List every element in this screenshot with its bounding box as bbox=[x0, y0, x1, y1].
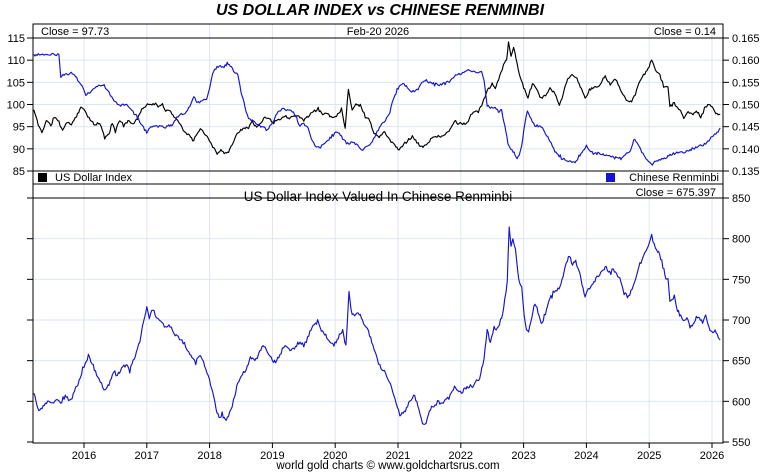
left-axis-tick-label: 85 bbox=[13, 166, 25, 178]
right-axis-tick-label: 800 bbox=[732, 234, 750, 246]
footer-credit: world gold charts © www.goldchartsrus.co… bbox=[275, 460, 499, 472]
x-axis-year-label: 2022 bbox=[449, 450, 473, 462]
left-axis-tick-label: 100 bbox=[7, 100, 25, 112]
x-axis-year-label: 2016 bbox=[72, 450, 96, 462]
x-axis-year-label: 2017 bbox=[135, 450, 159, 462]
series-layer bbox=[33, 41, 721, 425]
x-axis-year-label: 2020 bbox=[323, 450, 347, 462]
right-axis-tick-label: 0.135 bbox=[732, 166, 760, 178]
right-axis-tick-label: 850 bbox=[732, 193, 750, 205]
chart-title: US DOLLAR INDEX vs CHINESE RENMINBI bbox=[216, 2, 545, 19]
left-axis-tick-label: 105 bbox=[7, 77, 25, 89]
left-axis-tick-label: 90 bbox=[13, 144, 25, 156]
usd-index-legend-label: US Dollar Index bbox=[55, 172, 133, 184]
x-axis-year-label: 2023 bbox=[511, 450, 535, 462]
renminbi-close-label: Close = 0.14 bbox=[654, 26, 716, 38]
left-axis-tick-label: 95 bbox=[13, 122, 25, 134]
right-axis-tick-label: 700 bbox=[732, 315, 750, 327]
x-axis-year-label: 2019 bbox=[260, 450, 284, 462]
bottom-panel-title: US Dollar Index Valued In Chinese Renmin… bbox=[244, 189, 512, 204]
axis-labels-layer: 115 110 105 100 95 90 85 0.165 0.160 0.155 0.150 0.… bbox=[7, 33, 760, 462]
right-axis-tick-label: 650 bbox=[732, 356, 750, 368]
right-axis-tick-label: 0.155 bbox=[732, 77, 760, 89]
usd-index-legend-swatch bbox=[38, 173, 47, 182]
left-axis-tick-label: 115 bbox=[7, 33, 25, 45]
right-axis-tick-label: 0.145 bbox=[732, 122, 760, 134]
right-axis-tick-label: 550 bbox=[732, 437, 750, 449]
x-axis-year-label: 2026 bbox=[700, 450, 724, 462]
renminbi-legend-swatch bbox=[606, 173, 615, 182]
right-axis-tick-label: 600 bbox=[732, 396, 750, 408]
right-axis-tick-label: 750 bbox=[732, 274, 750, 286]
right-axis-tick-label: 0.140 bbox=[732, 144, 760, 156]
x-axis-year-label: 2025 bbox=[637, 450, 661, 462]
panel-border bbox=[32, 183, 724, 444]
usd-index-line bbox=[33, 41, 721, 155]
ratio-close-label: Close = 675.397 bbox=[636, 187, 716, 199]
x-axis-year-label: 2018 bbox=[197, 450, 221, 462]
renminbi-line bbox=[33, 52, 721, 166]
right-axis-tick-label: 0.165 bbox=[732, 33, 760, 45]
right-axis-tick-label: 0.160 bbox=[732, 55, 760, 67]
usd-index-close-label: Close = 97.73 bbox=[41, 26, 109, 38]
right-axis-tick-label: 0.150 bbox=[732, 100, 760, 112]
date-label: Feb-20 2026 bbox=[347, 26, 409, 38]
renminbi-legend-label: Chinese Renminbi bbox=[629, 172, 719, 184]
left-axis-tick-label: 110 bbox=[7, 55, 25, 67]
x-axis-year-label: 2024 bbox=[574, 450, 598, 462]
usd-in-cny-line bbox=[33, 226, 721, 425]
x-axis-year-label: 2021 bbox=[386, 450, 410, 462]
